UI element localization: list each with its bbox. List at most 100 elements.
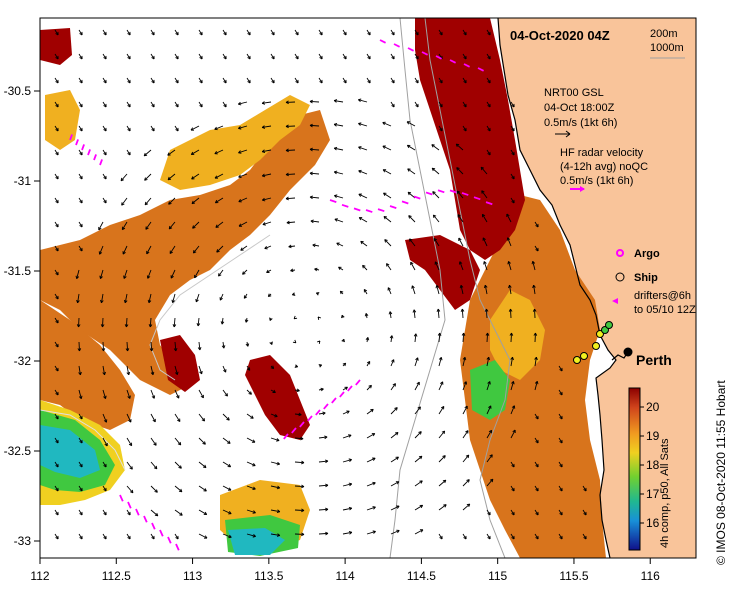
current-arrowhead [151,31,155,36]
current-arrow [78,389,82,399]
current-arrowhead [151,127,155,132]
current-arrow [390,359,395,367]
current-arrowhead [488,429,493,434]
current-arrow [486,381,491,391]
x-tick-label: 114.5 [407,569,436,583]
current-arrow [222,437,231,444]
current-arrowhead [123,299,128,304]
current-arrow [486,53,491,60]
hf-arrow [315,409,321,416]
hf-arrow [127,501,132,509]
current-arrowhead [358,98,362,103]
current-arrowhead [416,381,420,386]
current-arrow [294,29,299,36]
current-arrow [167,173,176,181]
current-arrow [150,389,155,399]
current-arrowhead [465,454,470,459]
current-arrowhead [438,356,443,361]
current-arrowhead [391,359,395,363]
current-arrow [78,365,81,375]
current-arrow [462,77,467,84]
current-arrowhead [55,487,59,492]
current-arrow [126,533,131,540]
current-arrowhead [382,121,386,126]
colorbar-tick-label: 20 [646,400,660,414]
current-arrow [510,509,515,516]
current-arrow [510,125,515,132]
sst-patch-eddy-core [245,355,310,440]
current-arrow [390,335,393,343]
current-arrowhead [487,127,491,132]
current-arrow [358,193,368,199]
current-arrowhead [79,31,83,36]
current-arrowhead [367,55,371,60]
current-arrowhead [152,418,156,423]
current-arrow [414,333,417,343]
current-arrow [459,261,464,271]
current-arrow [342,29,347,36]
current-arrow [246,389,252,395]
hf-arrow [331,397,337,404]
current-arrow [150,77,155,84]
current-arrow [102,509,107,516]
current-arrowhead [534,380,539,385]
current-arrowhead [124,324,129,328]
current-arrowhead [223,103,227,108]
current-arrowhead [220,321,225,325]
current-arrowhead [144,177,148,181]
current-arrow [76,269,80,279]
current-arrowhead [301,484,305,489]
current-arrowhead [511,511,515,516]
current-arrowhead [120,177,125,182]
current-arrow [483,261,488,271]
current-arrowhead [322,411,326,416]
current-arrowhead [75,275,80,280]
current-arrow [102,29,107,36]
current-arrow [486,357,490,367]
current-arrowhead [360,240,364,245]
sw-contour [40,409,126,471]
current-arrowhead [419,480,423,484]
current-arrow [507,237,512,247]
current-arrow [486,430,492,439]
current-arrow [434,261,440,271]
current-arrowhead [457,214,461,218]
current-arrowhead [559,535,563,540]
current-arrow [218,269,224,277]
current-arrowhead [310,219,314,224]
current-arrowhead [199,103,203,108]
sst-patch-shelf-dark [405,235,480,310]
current-arrowhead [121,226,126,231]
current-arrowhead [535,415,539,420]
current-arrowhead [55,271,59,276]
current-arrow [334,218,344,223]
current-arrowhead [366,360,371,365]
current-arrow [510,173,515,180]
current-arrow [510,485,515,492]
current-arrow [54,317,59,324]
current-arrow [366,29,371,36]
current-arrow [270,461,280,465]
current-arrow [264,245,272,249]
ship-track [573,321,613,364]
current-arrowhead [333,170,338,175]
current-arrow [246,53,251,60]
current-arrowhead [388,311,393,315]
current-arrowhead [266,269,270,273]
current-legend-arrowhead [565,130,571,138]
current-arrowhead [485,332,490,336]
current-arrow [270,77,275,84]
current-arrowhead [292,339,297,344]
current-arrow [334,123,344,127]
current-arrowhead [368,384,372,389]
current-arrowhead [436,308,441,312]
current-arrowhead [367,31,371,36]
current-arrowhead [78,395,83,400]
current-arrowhead [333,99,338,103]
current-arrowhead [392,383,396,387]
current-arrowhead [463,55,467,60]
current-arrow [438,357,442,367]
current-arrowhead [127,127,131,132]
current-arrow [318,460,328,463]
current-arrow [285,173,296,176]
